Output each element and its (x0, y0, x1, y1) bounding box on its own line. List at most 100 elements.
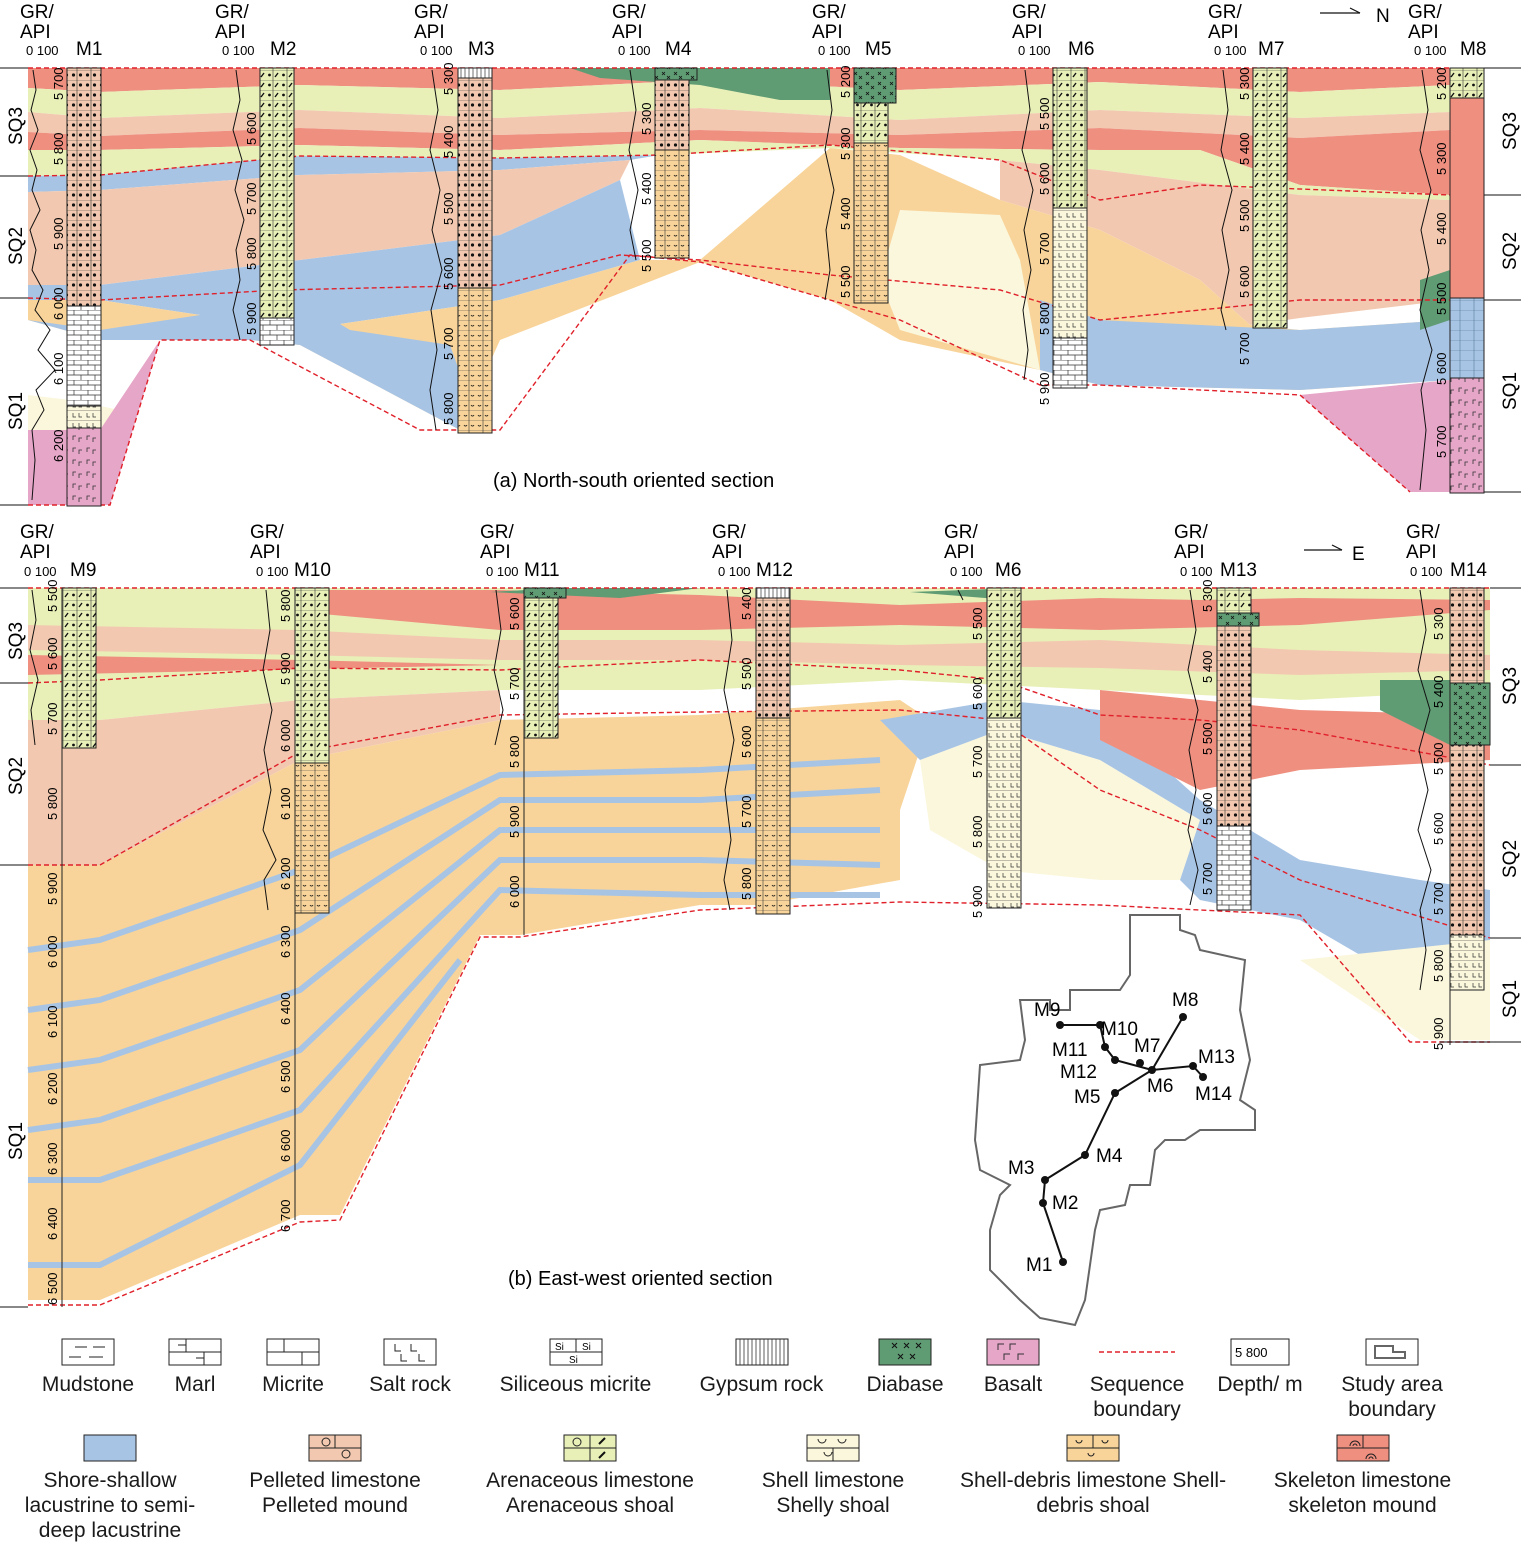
facies-skeleton-a2 (28, 128, 1450, 195)
header-m1: GR/ API 0 100 M1 (20, 2, 102, 60)
direction-label: E (1352, 544, 1365, 565)
depth-label: 5 600 (1431, 812, 1446, 845)
header-m8: GR/ API 0 100 M8 (1408, 2, 1486, 60)
legend-item-pelleted: Pelleted limestone Pelleted mound (225, 1434, 445, 1518)
svg-text:Si: Si (555, 1342, 564, 1353)
legend-item-gypsum-rock: Gypsum rock (684, 1338, 839, 1397)
api-label: API (1012, 22, 1043, 43)
gr-log-m3 (429, 69, 443, 431)
depth-label: 5 500 (970, 607, 985, 640)
well-name: M9 (70, 560, 96, 581)
depth-label: 5 800 (1037, 302, 1052, 335)
well-column-m10 (262, 587, 330, 1220)
well-name: M3 (468, 39, 494, 60)
depth-label: 5 500 (1200, 722, 1215, 755)
header-m11: GR/ API 0 100 M11 (480, 522, 560, 581)
gr-label: GR/ (1406, 522, 1441, 543)
api-label: API (215, 22, 246, 43)
legend-label: Skeleton limestone skeleton mound (1273, 1469, 1452, 1517)
seq-label-sq2: SQ2 (6, 227, 27, 265)
legend-item-shell-debris: Shell-debris limestone Shell-debris shoa… (958, 1434, 1228, 1518)
well-column-m7 (1220, 67, 1288, 331)
depth-label: 5 500 (739, 657, 754, 690)
legend-label: Study area boundary (1341, 1373, 1443, 1421)
gr-log-m2 (232, 69, 245, 341)
depth-label: 6 400 (278, 992, 293, 1025)
legend-label: Shore-shallow lacustrine to semi-deep la… (24, 1469, 196, 1542)
well-column-m11 (493, 587, 567, 935)
depth-label: 5 800 (45, 787, 60, 820)
depth-label: 5 600 (970, 677, 985, 710)
mudstone-swatch (61, 1338, 115, 1366)
legend-item-mudstone: Mudstone (28, 1338, 148, 1397)
well-name: M5 (865, 39, 891, 60)
well-name: M6 (995, 560, 1021, 581)
depth-label: 5 400 (739, 587, 754, 620)
gr-log-m10 (262, 589, 277, 911)
gr-scale: 0 100 (486, 564, 519, 579)
depth-label: 5 300 (639, 102, 654, 135)
legend-label: Sequence boundary (1089, 1373, 1185, 1421)
depth-label: 5 400 (1200, 650, 1215, 683)
depth-label: 5 800 (278, 589, 293, 622)
facies-basalt-a2 (1300, 380, 1450, 492)
section-a-wells (29, 67, 1485, 507)
depth-label: 6 300 (278, 925, 293, 958)
section-b-facies (0, 587, 1521, 1308)
direction-arrow-n: N (1320, 6, 1390, 27)
api-label: API (612, 22, 643, 43)
svg-text:Si: Si (582, 1342, 591, 1353)
marl-swatch (168, 1338, 222, 1366)
depth-label: 5 800 (244, 237, 259, 270)
gr-label: GR/ (20, 2, 55, 23)
depth-label: 6 000 (51, 287, 66, 320)
gr-log-m5 (824, 69, 835, 301)
depth-label: 6 600 (278, 1129, 293, 1162)
seq-label-sq3: SQ3 (1500, 112, 1521, 150)
facies-diabase-a1 (570, 68, 830, 100)
well-column-m14 (1417, 587, 1491, 1045)
api-label: API (944, 542, 975, 563)
depth-label: 6 300 (45, 1142, 60, 1175)
gr-log-m12 (723, 589, 735, 911)
map-label-m1: M1 (1026, 1255, 1052, 1276)
depth-label: 5 600 (441, 257, 456, 290)
map-label-m5: M5 (1074, 1087, 1100, 1108)
seq-label-sq2: SQ2 (1500, 232, 1521, 270)
depth-label: 5 400 (838, 197, 853, 230)
depth-label: 6 400 (45, 1207, 60, 1240)
legend: Mudstone Marl Micrite Salt rock Si Si Si S… (0, 1330, 1521, 1553)
depth-label: 5 400 (1431, 675, 1446, 708)
svg-text:Si: Si (569, 1355, 578, 1366)
facies-skeleton-b1 (300, 590, 1490, 630)
legend-item-micrite: Micrite (248, 1338, 338, 1397)
depth-label: 6 200 (51, 429, 66, 462)
seq-label-sq3: SQ3 (6, 622, 27, 660)
header-m9: GR/ API 0 100 M9 (20, 522, 96, 581)
legend-item-study-area-boundary: Study area boundary (1322, 1338, 1462, 1422)
depth-label: 5 800 (507, 735, 522, 768)
direction-arrow-e: E (1304, 544, 1365, 565)
facies-pellet-a1 (28, 108, 1450, 138)
map-label-m14: M14 (1195, 1084, 1232, 1105)
seq-label-sq1: SQ1 (6, 392, 27, 430)
facies-aren-a2 (28, 140, 1450, 200)
gypsum-rock-swatch (735, 1338, 788, 1366)
well-name: M1 (76, 39, 102, 60)
gr-scale: 0 100 (26, 43, 59, 58)
api-label: API (480, 542, 511, 563)
facies-debris-b1 (28, 700, 930, 1300)
depth-label: 5 400 (1237, 132, 1252, 165)
header-m5: GR/ API 0 100 M5 (812, 2, 891, 60)
legend-label: Diabase (866, 1373, 944, 1396)
gr-label: GR/ (1174, 522, 1209, 543)
depth-label: 6 000 (507, 875, 522, 908)
facies-lake-b1 (880, 700, 1490, 990)
depth-label: 5 600 (507, 597, 522, 630)
well-column-m13 (1187, 587, 1260, 911)
gr-log-m4 (628, 69, 639, 261)
facies-pellet-a3 (1000, 160, 1450, 325)
seq-label-sq1: SQ1 (1500, 372, 1521, 410)
map-label-m7: M7 (1134, 1036, 1160, 1057)
gr-log-m14 (1417, 589, 1432, 991)
